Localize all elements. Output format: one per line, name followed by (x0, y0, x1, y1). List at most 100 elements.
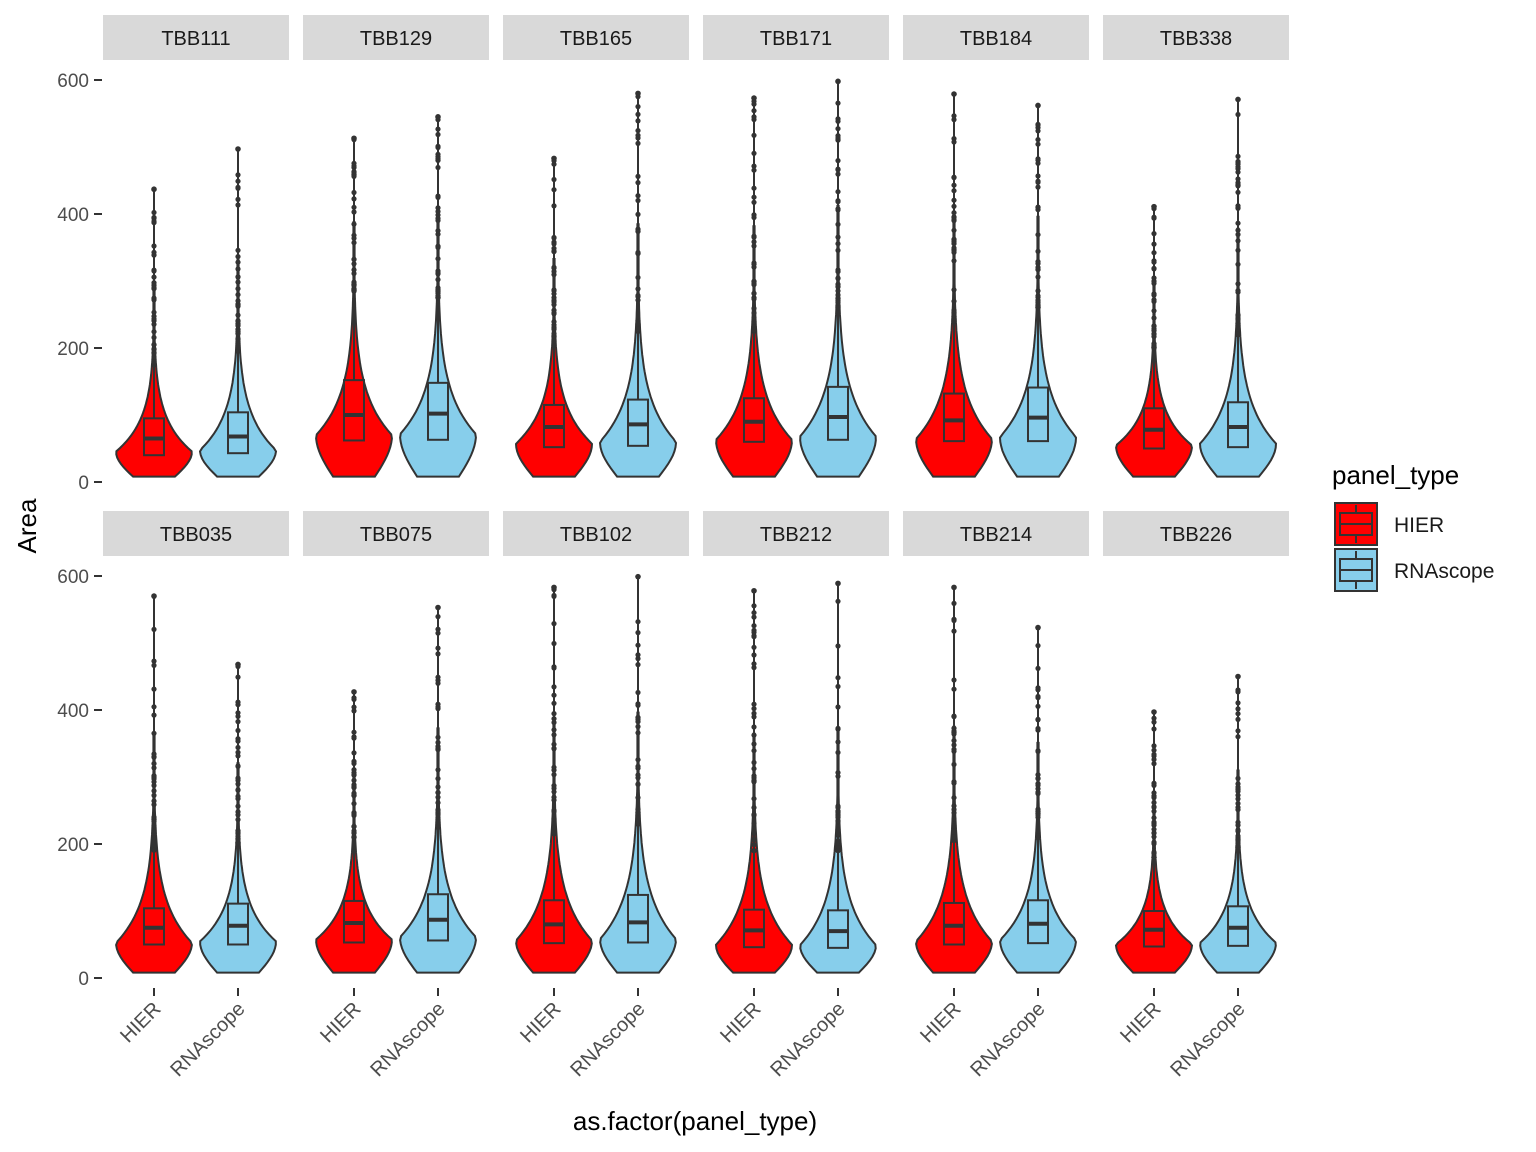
outlier-point (351, 209, 357, 215)
outlier-point (635, 173, 641, 179)
outlier-point (835, 247, 841, 253)
outlier-point (751, 837, 757, 843)
outlier-point (1235, 325, 1241, 331)
outlier-point (435, 277, 441, 283)
y-tick-label: 200 (57, 835, 89, 856)
outlier-point (235, 303, 241, 309)
box (1227, 401, 1249, 449)
violin-group (1198, 96, 1278, 478)
violin-group (999, 624, 1077, 974)
outlier-point (1235, 844, 1241, 850)
box (227, 411, 249, 455)
outlier-point (235, 318, 241, 324)
outlier-point (351, 240, 357, 246)
outlier-point (551, 741, 557, 747)
outlier-point (435, 626, 441, 632)
outlier-point (635, 806, 641, 812)
outlier-point (235, 787, 241, 793)
box (943, 392, 965, 443)
outlier-point (351, 828, 357, 834)
outlier-point (951, 746, 957, 752)
outlier-point (551, 716, 557, 722)
outlier-point (235, 727, 241, 734)
outlier-point (551, 297, 557, 303)
box (1027, 386, 1049, 443)
outlier-max (835, 580, 841, 587)
outlier-point (835, 818, 841, 824)
outlier-point (751, 741, 757, 747)
outlier-point (235, 344, 241, 351)
outlier-max (435, 604, 441, 611)
outlier-point (351, 261, 357, 267)
legend-item: RNAscope (1334, 548, 1494, 592)
outlier-point (951, 686, 957, 692)
outlier-point (951, 779, 957, 785)
outlier-point (751, 603, 757, 609)
violin-group (1199, 673, 1277, 974)
legend-item: HIER (1334, 502, 1444, 546)
facet-panel: TBB075 (303, 511, 489, 974)
facet-strip (503, 511, 689, 556)
outlier-point (1035, 782, 1041, 789)
outlier-point (1035, 716, 1041, 722)
outlier-point (751, 614, 757, 620)
outlier-point (1151, 830, 1157, 836)
outlier-point (435, 734, 441, 740)
outlier-max (1235, 96, 1241, 103)
outlier-max (1035, 624, 1041, 631)
outlier-point (235, 812, 241, 818)
outlier-point (951, 738, 957, 744)
outlier-max (151, 186, 157, 193)
outlier-point (351, 221, 357, 227)
outlier-point (435, 651, 441, 657)
outlier-point (1151, 715, 1157, 721)
outlier-point (635, 810, 641, 816)
outlier-point (151, 814, 157, 820)
outlier-point (1151, 231, 1157, 237)
outlier-point (751, 305, 757, 311)
outlier-max (635, 90, 641, 97)
outlier-point (635, 140, 641, 146)
outlier-point (951, 245, 957, 251)
legend-label: HIER (1394, 514, 1444, 537)
outlier-point (151, 214, 157, 221)
outlier-point (951, 287, 957, 293)
outlier-point (1235, 166, 1241, 172)
outlier-point (1151, 298, 1157, 305)
outlier-point (151, 662, 157, 669)
facet-strip-label: TBB129 (360, 28, 432, 50)
outlier-point (1151, 815, 1157, 821)
violin-group (599, 573, 677, 974)
outlier-point (635, 104, 641, 110)
outlier-point (835, 305, 841, 311)
outlier-point (551, 732, 557, 738)
outlier-point (951, 725, 957, 731)
outlier-point (835, 198, 841, 204)
box (627, 893, 649, 944)
facet-strip (1103, 15, 1289, 60)
outlier-point (551, 203, 557, 209)
outlier-point (235, 202, 241, 208)
violin-group (399, 114, 477, 478)
outlier-point (1235, 775, 1241, 782)
outlier-point (635, 795, 641, 801)
outlier-point (235, 803, 241, 809)
outlier-point (1151, 334, 1157, 340)
outlier-point (1235, 288, 1241, 294)
outlier-point (435, 126, 441, 132)
outlier-point (151, 252, 157, 258)
outlier-point (351, 834, 357, 840)
outlier-point (635, 702, 641, 708)
outlier-point (951, 742, 957, 748)
outlier-point (635, 781, 641, 787)
outlier-max (435, 114, 441, 120)
outlier-point (751, 665, 757, 671)
outlier-point (835, 838, 841, 844)
outlier-point (1235, 700, 1241, 706)
outlier-point (351, 204, 357, 210)
facet-strip-label: TBB226 (1160, 524, 1232, 546)
outlier-point (151, 342, 157, 348)
outlier-point (1151, 250, 1157, 256)
outlier-point (435, 156, 441, 162)
outlier-max (235, 146, 241, 152)
